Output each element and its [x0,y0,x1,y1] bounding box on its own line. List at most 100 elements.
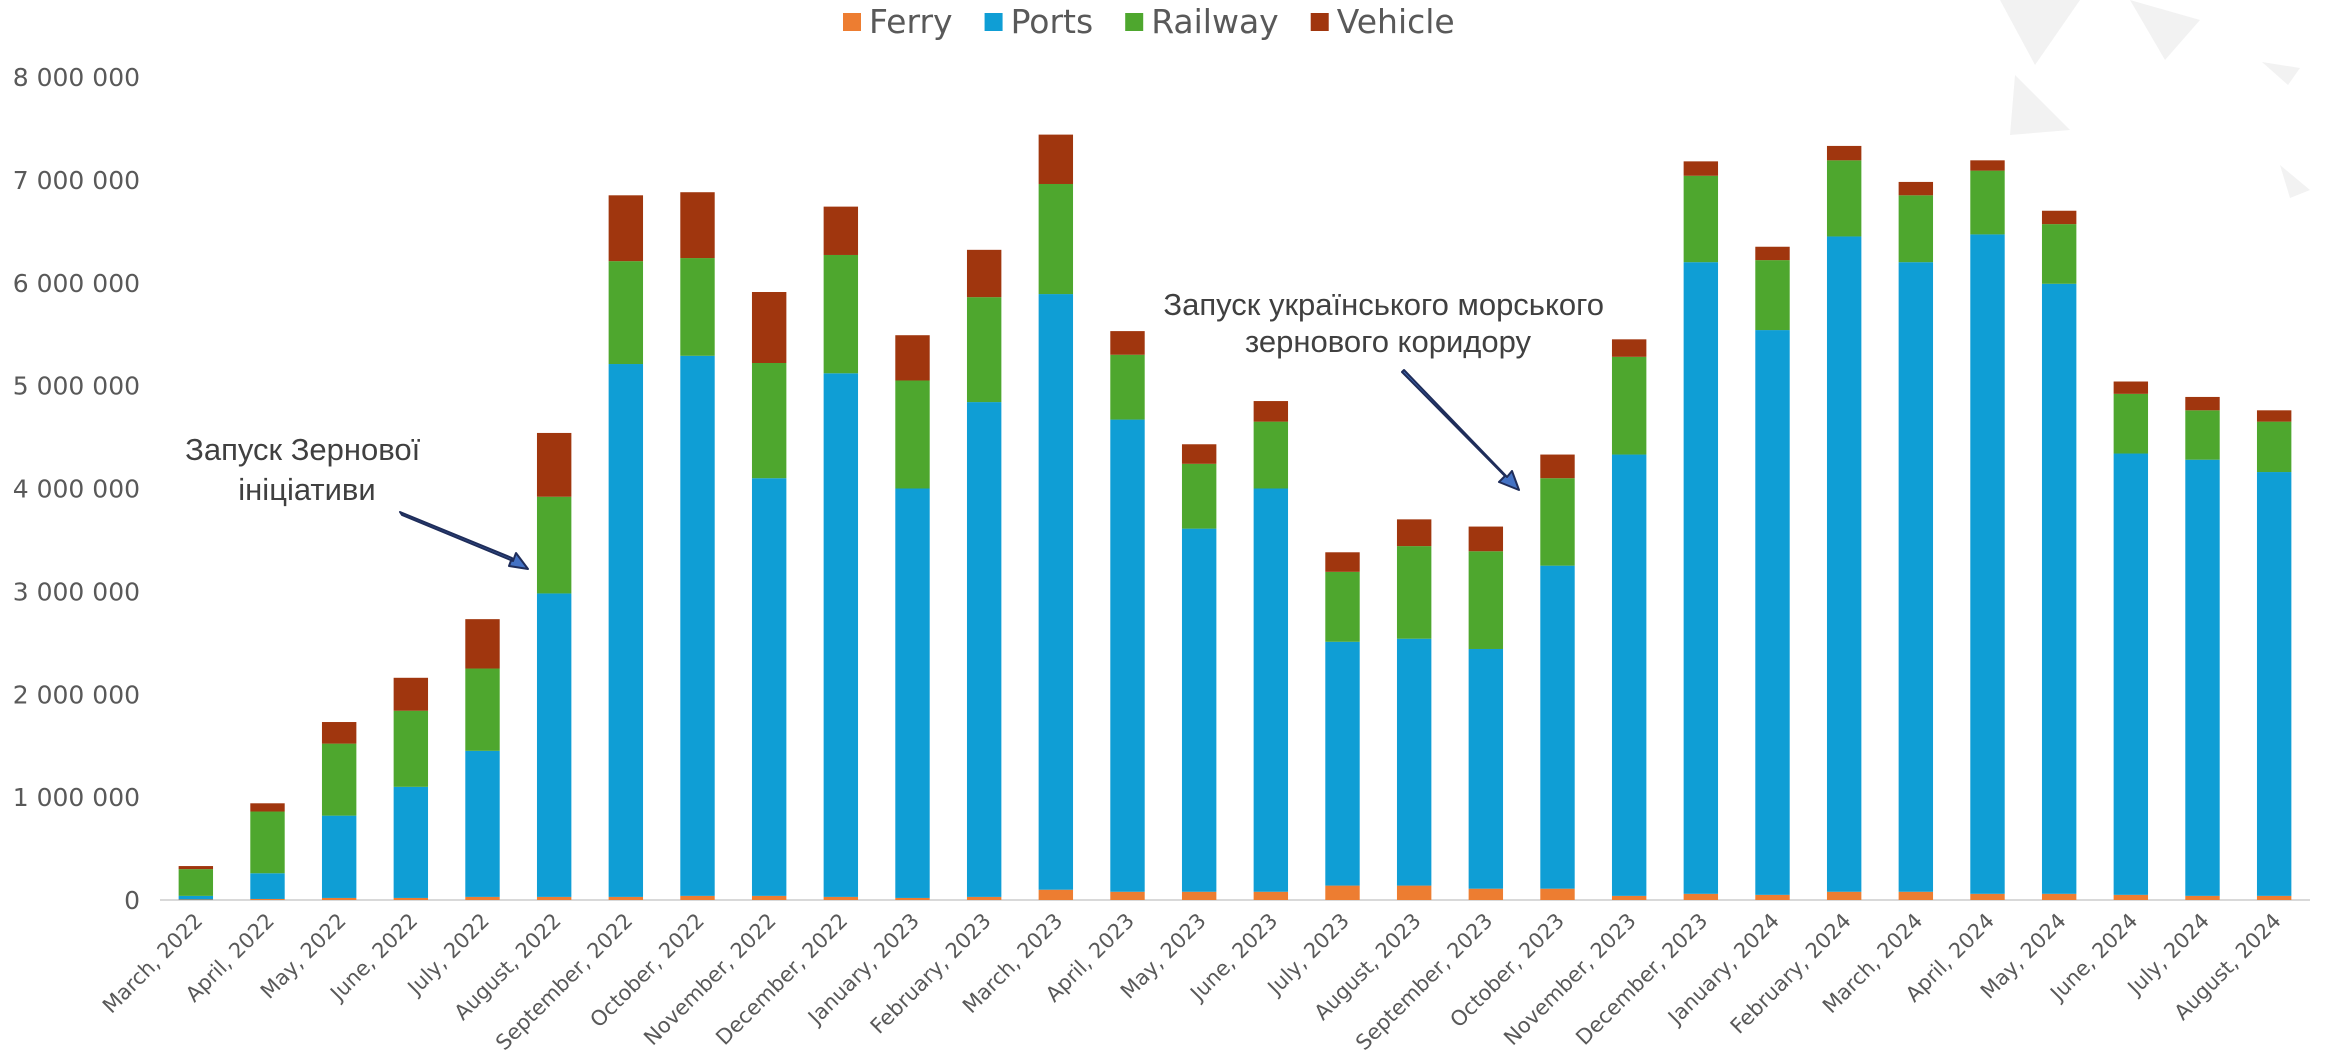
x-tick-label: November, 2022 [639,909,780,1050]
bar-ports-21 [1683,262,1719,894]
bar-vehicle-8 [751,292,787,363]
bar-vehicle-13 [1110,331,1145,355]
bar-ferry-7 [680,895,715,900]
svg-text:Запуск Зернової ініціати: Запуск Зернової ініціативи [185,432,429,507]
bar-ferry-21 [1683,893,1719,900]
legend-swatch-vehicle [1310,13,1329,31]
bar-vehicle-16 [1325,552,1360,572]
bar-railway-12 [1038,183,1074,295]
bars-group [178,134,2292,900]
bar-vehicle-23 [1826,145,1862,161]
legend-swatch-ports [984,13,1003,31]
bar-ports-0 [178,895,214,900]
bar-ferry-10 [895,897,930,900]
bar-ferry-23 [1826,891,1862,900]
bar-railway-10 [895,380,930,489]
bar-railway-28 [2185,410,2220,460]
bar-ports-13 [1110,419,1145,892]
bar-railway-29 [2256,421,2292,473]
bar-ports-14 [1181,528,1217,892]
bar-ferry-18 [1468,888,1504,900]
bar-vehicle-5 [536,432,572,497]
bar-vehicle-17 [1396,519,1432,547]
x-tick-label: December, 2023 [1571,909,1712,1050]
bar-ports-9 [823,373,859,897]
bar-vehicle-18 [1468,526,1504,552]
bar-railway-17 [1396,546,1432,639]
bar-ferry-15 [1253,891,1289,900]
bar-ports-24 [1898,262,1934,892]
bar-railway-24 [1898,195,1934,263]
bar-ports-28 [2185,459,2220,896]
bar-vehicle-24 [1898,181,1934,196]
bar-railway-11 [966,297,1002,403]
bar-vehicle-15 [1253,401,1289,422]
bar-vehicle-27 [2113,381,2149,394]
annotation-sea-corridor-arrow [1401,369,1520,491]
bar-vehicle-22 [1755,246,1790,261]
y-tick-label: 0 [124,886,140,915]
y-axis: 0 1 000 000 2 000 000 3 000 000 4 000 000 5 0… [13,63,140,915]
bar-ferry-12 [1038,889,1074,900]
bar-railway-7 [680,258,715,356]
bar-vehicle-12 [1038,134,1074,184]
bar-vehicle-9 [823,206,859,255]
bar-railway-0 [178,869,214,896]
y-tick-label: 1 000 000 [13,783,140,812]
bar-ferry-25 [1970,893,2005,900]
legend-swatch-ferry [843,13,861,31]
bar-railway-1 [250,811,285,874]
bar-vehicle-26 [2041,210,2077,225]
bar-railway-2 [321,743,357,816]
bar-ports-17 [1396,638,1432,886]
x-tick-label: September, 2022 [491,909,637,1055]
bar-ports-6 [608,364,644,897]
bar-ports-12 [1038,294,1074,890]
bar-railway-27 [2113,393,2149,454]
bar-ports-1 [250,873,285,899]
bar-ferry-3 [393,897,429,900]
bar-ferry-29 [2256,895,2292,900]
bar-ferry-13 [1110,891,1145,900]
bar-ports-8 [751,478,787,896]
legend-label-ports: Ports [1011,2,1094,41]
bar-ferry-14 [1181,891,1217,900]
bar-vehicle-6 [608,195,644,262]
bar-ferry-0 [178,899,214,900]
legend-label-ferry: Ferry [869,2,953,41]
bar-ferry-4 [465,896,500,900]
bar-ports-4 [465,750,500,897]
bar-vehicle-20 [1611,339,1647,357]
bar-ports-20 [1611,454,1647,896]
bar-railway-18 [1468,551,1504,649]
bar-railway-8 [751,362,787,479]
bar-railway-16 [1325,571,1360,642]
bar-ferry-16 [1325,885,1360,900]
annotation-sea-corridor-line-1: Запуск українського морського [1163,287,1604,322]
bar-vehicle-14 [1181,444,1217,464]
x-tick-label: March, 2022 [98,909,207,1018]
bar-ferry-24 [1898,891,1934,900]
bar-vehicle-7 [680,192,715,259]
bar-ports-3 [393,786,429,898]
bar-railway-21 [1683,175,1719,263]
bar-ports-16 [1325,641,1360,886]
bar-railway-23 [1826,160,1862,237]
bar-ferry-22 [1755,894,1790,900]
bar-ferry-9 [823,896,859,900]
bar-vehicle-29 [2256,410,2292,422]
bar-railway-6 [608,261,644,365]
bar-railway-4 [465,668,500,751]
bar-ports-7 [680,355,715,896]
bar-railway-13 [1110,354,1145,420]
bar-railway-19 [1540,478,1575,566]
bar-ports-26 [2041,283,2077,894]
y-tick-label: 6 000 000 [13,269,140,298]
bar-ferry-11 [966,896,1002,900]
bar-ports-10 [895,488,930,898]
bar-railway-15 [1253,421,1289,489]
bar-vehicle-21 [1683,161,1719,176]
y-tick-label: 5 000 000 [13,372,140,401]
bar-vehicle-11 [966,249,1002,298]
